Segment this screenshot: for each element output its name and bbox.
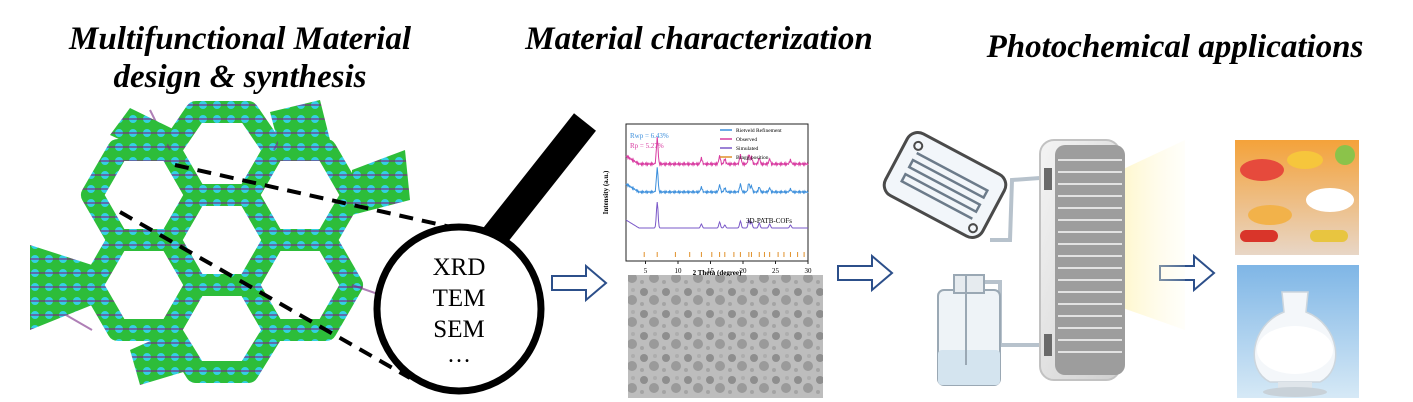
technique-xrd: XRD	[432, 254, 486, 281]
design-title-line1: Multifunctional Material	[69, 21, 411, 57]
applications-title: Photochemical applications	[986, 29, 1364, 65]
x-tick-label: 5	[644, 267, 648, 275]
legend-label: Observed	[736, 137, 757, 143]
refined-series-line	[625, 167, 809, 195]
observed-series-line	[625, 137, 809, 168]
white-powder-flask-image	[1237, 265, 1359, 398]
legend-label: Simulated	[736, 146, 759, 152]
design-title-line2: design & synthesis	[113, 59, 367, 95]
technique-sem: SEM	[433, 316, 485, 343]
rwp-annotation: Rwp = 6.43%	[630, 132, 669, 140]
arrows	[551, 253, 1216, 303]
design-title: Multifunctional Material design & synthe…	[30, 20, 450, 96]
light-panel-icon	[1039, 139, 1125, 381]
characterization-title: Material characterization	[525, 21, 873, 57]
pills-capsules-image	[1235, 140, 1359, 255]
y-axis-label: Intensity (a.u.)	[602, 170, 610, 214]
gas-washing-bottle-icon	[937, 274, 1001, 386]
magnifying-glass-icon	[373, 113, 596, 395]
x-axis-label: 2 Theta (degree)	[693, 269, 742, 276]
characterization-techniques: XRD TEM SEM …	[378, 252, 540, 376]
x-tick-label: 15	[707, 267, 715, 275]
x-tick-label: 10	[675, 267, 683, 275]
zoom-lines	[119, 163, 456, 380]
x-tick-label: 25	[772, 267, 780, 275]
xrd-chart: 5 10 15 20 25 30 2 Theta (degree) Intensity (a.…	[598, 116, 816, 276]
legend-label: Bragg position	[736, 155, 769, 161]
rp-annotation: Rp = 5.27%	[630, 142, 664, 150]
x-tick-label: 30	[805, 267, 813, 275]
microfluidic-chip-icon	[882, 131, 1008, 239]
outline-right-arrow-icon	[551, 263, 608, 303]
x-tick-label: 20	[740, 267, 748, 275]
cof-framework-structure-icon	[30, 100, 410, 385]
series-label: 3D-PATB-COFs	[746, 217, 792, 225]
simulated-series-line	[625, 201, 808, 229]
technique-more: …	[447, 342, 471, 368]
outline-right-arrow-icon	[837, 253, 894, 293]
legend-label: Rietveld Refinement	[736, 127, 782, 134]
tem-micrograph-image	[628, 275, 823, 398]
xrd-chart-svg: 5 10 15 20 25 30 2 Theta (degree) Intensity (a.…	[602, 123, 813, 276]
technique-tem: TEM	[432, 285, 486, 312]
